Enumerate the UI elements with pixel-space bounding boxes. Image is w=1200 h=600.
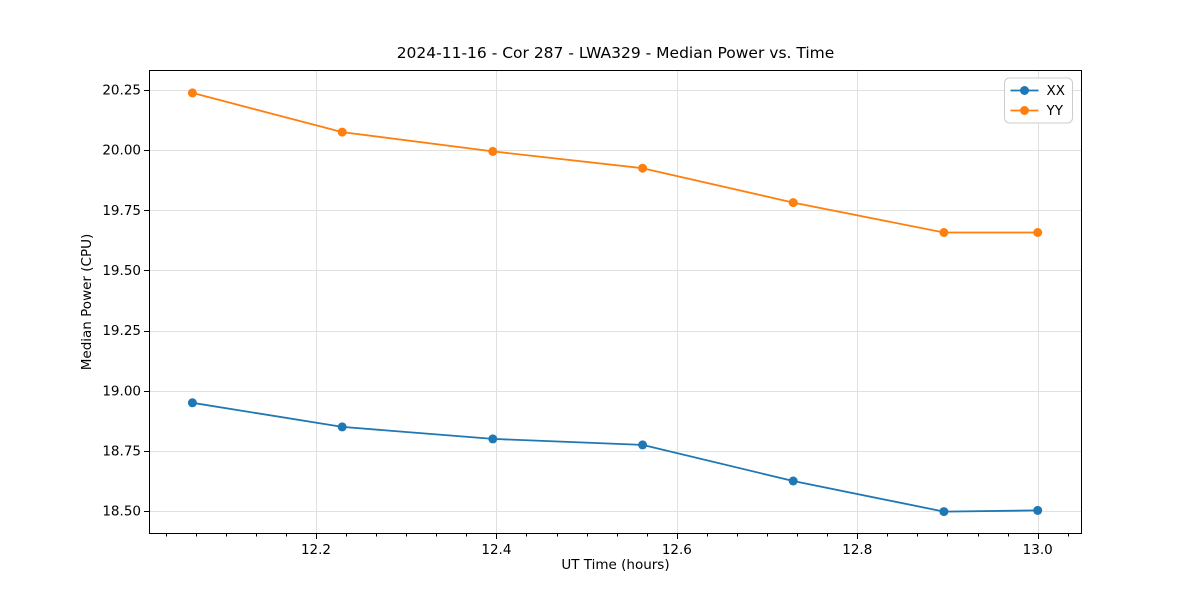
data-point-yy [788, 198, 798, 208]
x-tick-label: 12.2 [301, 542, 331, 558]
y-axis-label: Median Power (CPU) [79, 233, 95, 371]
y-tick-label: 19.50 [102, 263, 141, 279]
legend-marker-xx [1020, 86, 1029, 95]
y-tick-label: 19.25 [102, 323, 141, 339]
x-tick-label: 12.8 [842, 542, 872, 558]
data-point-yy [488, 146, 498, 156]
y-tick-label: 20.25 [102, 83, 141, 99]
data-point-xx [788, 476, 798, 486]
x-axis-label: UT Time (hours) [561, 557, 670, 573]
data-point-xx [939, 507, 949, 517]
chart-title: 2024-11-16 - Cor 287 - LWA329 - Median P… [396, 44, 835, 62]
data-point-xx [488, 434, 498, 444]
data-point-yy [939, 228, 949, 237]
axes-spines [149, 70, 1082, 534]
x-tick-label: 12.6 [662, 542, 692, 558]
legend-label-xx: XX [1047, 83, 1066, 99]
y-tick-label: 19.75 [102, 203, 141, 219]
y-tick-label: 19.00 [102, 383, 141, 399]
y-tick-label: 18.75 [102, 443, 141, 459]
data-point-yy [1033, 228, 1043, 237]
x-tick-label: 12.4 [481, 542, 511, 558]
legend-label-yy: YY [1046, 103, 1064, 119]
y-tick-label: 20.00 [102, 143, 141, 159]
data-point-xx [337, 422, 347, 432]
y-tick-label: 18.50 [102, 504, 141, 520]
data-point-yy [337, 127, 347, 137]
legend-marker-yy [1020, 106, 1029, 115]
data-point-yy [187, 88, 197, 98]
data-point-xx [638, 440, 648, 450]
data-point-xx [1033, 505, 1043, 515]
data-point-yy [638, 163, 648, 173]
x-tick-label: 13.0 [1023, 542, 1053, 558]
data-point-xx [187, 398, 197, 408]
